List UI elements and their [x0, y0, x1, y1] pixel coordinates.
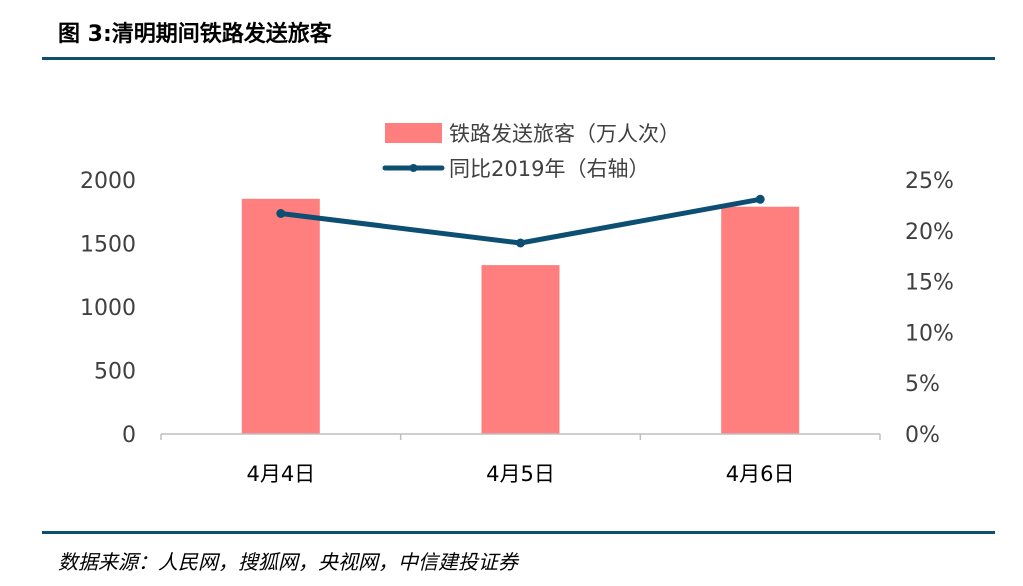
- top-rule: [42, 57, 995, 60]
- bar-3: [721, 206, 800, 434]
- y-right-tick-label: 5%: [905, 372, 940, 397]
- y-left-tick-label: 0: [122, 423, 136, 448]
- x-tick-label: 4月5日: [486, 462, 555, 486]
- line-point-3: [755, 194, 765, 204]
- line-point-1: [276, 209, 286, 218]
- bottom-rule: [42, 531, 995, 534]
- y-left-tick-label: 1000: [80, 296, 136, 321]
- y-right-tick-label: 20%: [905, 220, 954, 245]
- y-left-tick-label: 2000: [80, 169, 136, 194]
- y-right-tick-label: 10%: [905, 321, 954, 346]
- y-right-tick-label: 25%: [905, 169, 954, 194]
- legend-bar-swatch: [385, 123, 442, 143]
- y-left-tick-label: 1500: [80, 233, 136, 258]
- line-point-2: [516, 238, 525, 248]
- y-left-tick-label: 500: [94, 360, 136, 385]
- bar-1: [241, 198, 320, 434]
- y-right-tick-label: 0%: [905, 423, 940, 448]
- figure-title: 图 3:清明期间铁路发送旅客: [58, 22, 332, 47]
- x-tick-label: 4月6日: [726, 462, 795, 486]
- source-note: 数据来源：人民网，搜狐网，央视网，中信建投证券: [58, 550, 518, 574]
- bar-2: [481, 265, 560, 434]
- legend-line-label: 同比2019年（右轴）: [449, 157, 649, 181]
- legend: 铁路发送旅客（万人次） 同比2019年（右轴）: [382, 122, 680, 181]
- x-tick-label: 4月4日: [246, 462, 315, 486]
- line-series-yoy: [278, 196, 763, 246]
- legend-bar-label: 铁路发送旅客（万人次）: [449, 122, 680, 146]
- legend-line-marker: [409, 164, 418, 172]
- plot-area: 4月4日 4月5日 4月6日 0 500 1000 1500 2000 0% 5% 10% 15% 20…: [80, 169, 954, 486]
- y-right-tick-label: 15%: [905, 271, 954, 296]
